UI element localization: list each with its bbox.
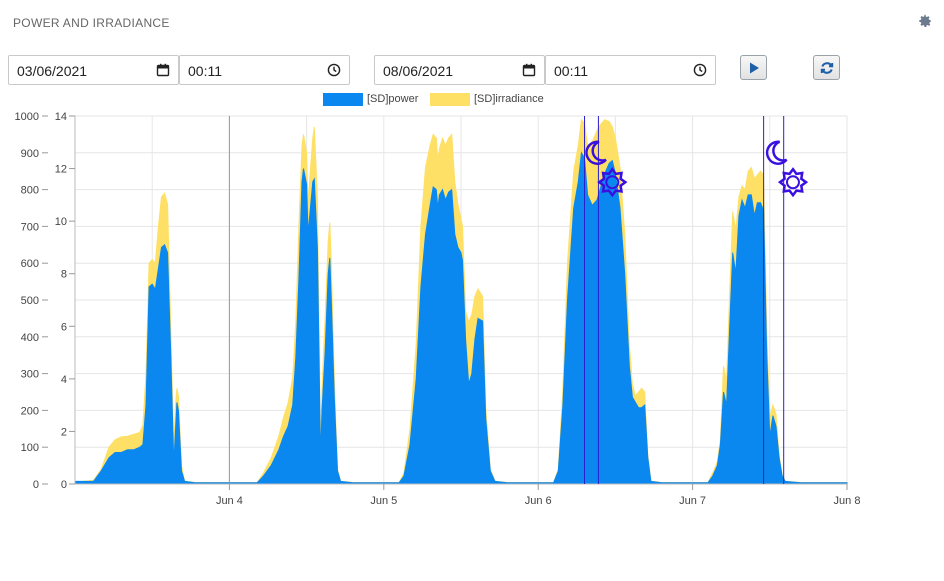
- y-left-tick-label: 700: [21, 221, 39, 233]
- end-time-value: 00:11: [554, 63, 588, 79]
- refresh-icon: [820, 62, 834, 74]
- moon-icon: [585, 140, 607, 165]
- y-right-tick-label: 4: [61, 374, 67, 386]
- page-title: POWER AND IRRADIANCE: [13, 16, 170, 30]
- y-right-tick-label: 14: [55, 111, 67, 123]
- legend-label-irradiance: [SD]irradiance: [474, 93, 544, 105]
- legend-swatch-irradiance: [430, 93, 470, 106]
- power-area: [74, 151, 848, 485]
- start-date-field[interactable]: 03/06/2021: [8, 55, 179, 85]
- y-left-tick-label: 900: [21, 148, 39, 160]
- y-left-tick-label: 400: [21, 332, 39, 344]
- y-left-tick-label: 1000: [15, 111, 39, 123]
- start-time-value: 00:11: [188, 63, 222, 79]
- end-date-value: 08/06/2021: [383, 63, 454, 79]
- start-time-field[interactable]: 00:11: [179, 55, 350, 85]
- legend-label-power: [SD]power: [367, 93, 419, 105]
- gear-icon[interactable]: [918, 14, 932, 28]
- end-time-field[interactable]: 00:11: [545, 55, 716, 85]
- x-tick-label: Jun 6: [525, 495, 552, 507]
- x-tick-label: Jun 4: [216, 495, 243, 507]
- y-left-tick-label: 500: [21, 295, 39, 307]
- y-right-tick-label: 8: [61, 269, 67, 281]
- play-button[interactable]: [740, 55, 767, 80]
- y-right-tick-label: 2: [61, 426, 67, 438]
- clock-icon[interactable]: [693, 63, 707, 77]
- calendar-icon[interactable]: [156, 63, 170, 77]
- play-icon: [750, 62, 759, 74]
- y-left-tick-label: 300: [21, 369, 39, 381]
- y-left-tick-label: 600: [21, 258, 39, 270]
- moon-icon: [765, 140, 788, 165]
- legend-swatch-power: [323, 93, 363, 106]
- start-date-value: 03/06/2021: [17, 63, 88, 79]
- refresh-button[interactable]: [813, 55, 840, 80]
- y-left-tick-label: 800: [21, 185, 39, 197]
- end-date-field[interactable]: 08/06/2021: [374, 55, 545, 85]
- y-left-tick-label: 100: [21, 442, 39, 454]
- y-right-tick-label: 6: [61, 321, 67, 333]
- y-right-tick-label: 10: [55, 216, 67, 228]
- x-tick-label: Jun 8: [834, 495, 861, 507]
- y-right-tick-label: 0: [61, 479, 67, 491]
- y-right-tick-label: 12: [55, 164, 67, 176]
- x-tick-label: Jun 7: [679, 495, 706, 507]
- x-tick-label: Jun 5: [370, 495, 397, 507]
- sun-icon: [777, 167, 809, 198]
- clock-icon[interactable]: [327, 63, 341, 77]
- y-left-tick-label: 200: [21, 405, 39, 417]
- sun-icon: [597, 167, 628, 198]
- y-left-tick-label: 0: [33, 479, 39, 491]
- sun-icon-core: [605, 175, 620, 190]
- calendar-icon[interactable]: [522, 63, 536, 77]
- sun-icon-core: [785, 175, 800, 190]
